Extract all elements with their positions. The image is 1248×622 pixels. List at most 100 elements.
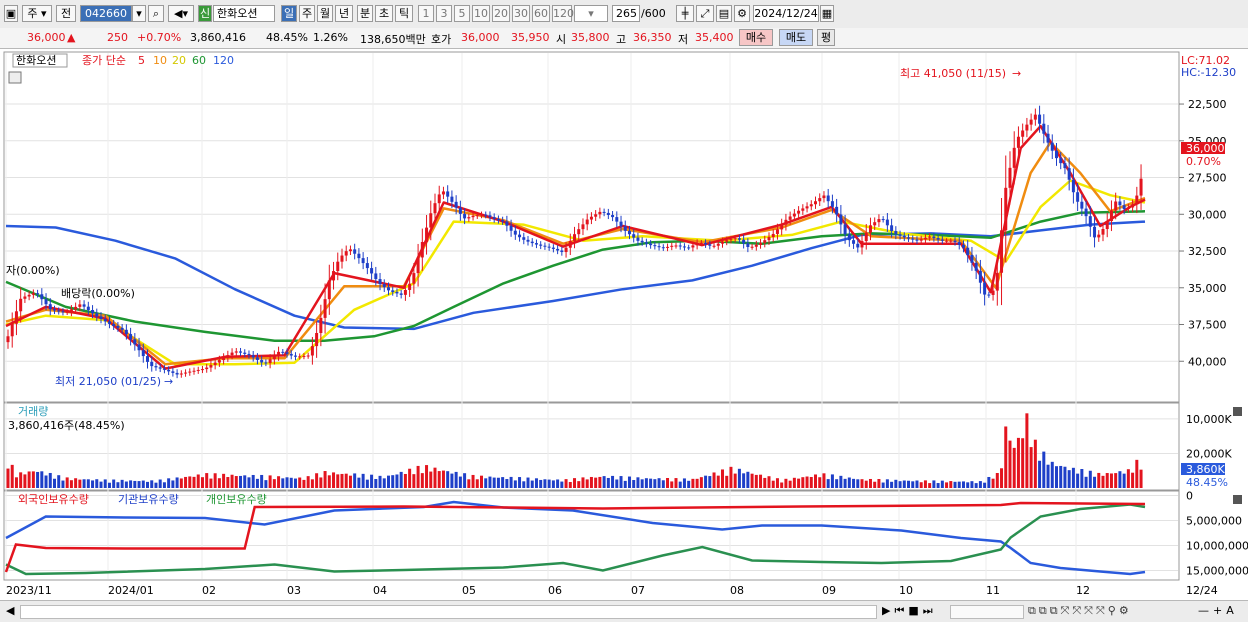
x-tick-label: 11	[986, 584, 1000, 597]
interval-3[interactable]: 3	[436, 5, 452, 22]
volume-bar	[82, 479, 86, 488]
interval-20[interactable]: 20	[492, 5, 510, 22]
interval-10[interactable]: 10	[472, 5, 490, 22]
candle-body	[1054, 150, 1058, 159]
candle-body	[260, 359, 264, 363]
interval-5[interactable]: 5	[454, 5, 470, 22]
table-icon[interactable]	[8, 71, 22, 84]
period-second[interactable]: 초	[375, 5, 393, 22]
period-month[interactable]: 월	[317, 5, 333, 22]
volume-bar	[877, 479, 881, 488]
stock-name-field[interactable]: 한화오션	[213, 5, 275, 22]
volume-bar	[991, 478, 995, 488]
volume-bar	[995, 473, 999, 488]
compare-icon[interactable]: ⤢	[696, 5, 714, 22]
period-day[interactable]: 일	[281, 5, 297, 22]
volume-bar	[336, 474, 340, 488]
tool-icons[interactable]: ⧉⧉⧉⤧⤧⤧⤧⚲⚙	[1028, 604, 1132, 617]
date-input[interactable]: 2024/12/24	[753, 5, 819, 22]
search-icon[interactable]: ⌕	[148, 5, 164, 22]
interval-dropdown[interactable]: ▾	[574, 5, 608, 22]
candle-body	[826, 195, 830, 202]
candle-body	[264, 362, 268, 364]
interval-60[interactable]: 60	[532, 5, 550, 22]
volume-bar	[74, 478, 78, 488]
candle-body	[344, 251, 348, 256]
gear-icon[interactable]: ⚙	[734, 5, 750, 22]
volume-bar	[945, 482, 949, 488]
volume-bar	[568, 481, 572, 488]
volume-bar	[1021, 438, 1025, 488]
volume-bar	[678, 481, 682, 488]
chart-type-icon[interactable]: ╪	[676, 5, 694, 22]
type-select[interactable]: 주 ▾	[22, 5, 52, 22]
candle-body	[425, 227, 429, 242]
count-input[interactable]: 265	[612, 5, 640, 22]
price-tick-label: 27,500	[1188, 172, 1227, 185]
volume-bar	[129, 480, 133, 488]
playback-controls[interactable]: ▶⏮■⏭	[882, 604, 937, 617]
candle-body	[856, 243, 860, 248]
candle-body	[171, 371, 175, 373]
candle-body	[792, 213, 796, 217]
volume-bar	[86, 479, 90, 488]
period-year[interactable]: 년	[335, 5, 353, 22]
holding-panel-close-icon[interactable]	[1233, 495, 1242, 504]
volume-bar	[632, 480, 636, 488]
candle-body	[1114, 201, 1118, 211]
candle-body	[919, 239, 923, 241]
volume-bar	[386, 475, 390, 488]
volume-bar	[822, 473, 826, 488]
volume-panel-close-icon[interactable]	[1233, 407, 1242, 416]
zoom-controls[interactable]: —+A	[1198, 604, 1238, 617]
interval-30[interactable]: 30	[512, 5, 530, 22]
candle-body	[763, 240, 767, 243]
x-tick-label: 12	[1076, 584, 1090, 597]
zoom-slider[interactable]	[950, 605, 1024, 619]
volume-bar	[513, 480, 517, 488]
sell-button[interactable]: 매도	[779, 29, 813, 46]
code-dropdown-icon[interactable]: ▾	[132, 5, 146, 22]
sound-icon[interactable]: ◀▾	[168, 5, 194, 22]
toolbar: ▣ 주 ▾ 전 042660 ▾ ⌕ ◀▾ 신 한화오션 일 주 월 년 분 초…	[0, 0, 1248, 29]
code-input[interactable]: 042660	[80, 5, 132, 22]
prev-button[interactable]: 전	[56, 5, 76, 22]
volume-bar	[408, 468, 412, 488]
candle-body	[788, 216, 792, 220]
volume-bar	[23, 474, 27, 488]
candle-body	[632, 234, 636, 238]
volume-bar	[255, 478, 259, 488]
candle-body	[809, 204, 813, 207]
period-week[interactable]: 주	[299, 5, 315, 22]
candle-body	[932, 236, 936, 239]
interval-1[interactable]: 1	[418, 5, 434, 22]
calendar-icon[interactable]: ▦	[820, 5, 834, 22]
x-tick-label: 07	[631, 584, 645, 597]
scroll-track[interactable]	[20, 605, 877, 619]
volume-bar	[395, 474, 399, 488]
candle-body	[36, 293, 40, 295]
candle-body	[560, 250, 564, 253]
candle-body	[611, 215, 615, 218]
interval-120[interactable]: 120	[552, 5, 574, 22]
scroll-left-icon[interactable]: ◀	[6, 604, 15, 617]
period-tick[interactable]: 틱	[395, 5, 413, 22]
candle-body	[306, 355, 310, 357]
candle-body	[82, 304, 86, 307]
volume-bar	[670, 481, 674, 488]
save-icon[interactable]: ▤	[716, 5, 732, 22]
eval-button[interactable]: 평	[817, 29, 835, 46]
layout-icon[interactable]: ▣	[4, 5, 18, 22]
buy-button[interactable]: 매수	[739, 29, 773, 46]
volume-bar	[99, 481, 103, 488]
candle-body	[501, 220, 505, 222]
volume-bar	[239, 475, 243, 488]
volume-bar	[826, 479, 830, 488]
period-minute[interactable]: 분	[357, 5, 373, 22]
volume-bar	[911, 481, 915, 488]
candle-body	[137, 344, 141, 351]
volume-bar	[606, 477, 610, 488]
scroll-bar[interactable]: ◀ ▶⏮■⏭ ⧉⧉⧉⤧⤧⤧⤧⚲⚙ —+A	[0, 600, 1248, 622]
volume-bar	[162, 482, 166, 488]
